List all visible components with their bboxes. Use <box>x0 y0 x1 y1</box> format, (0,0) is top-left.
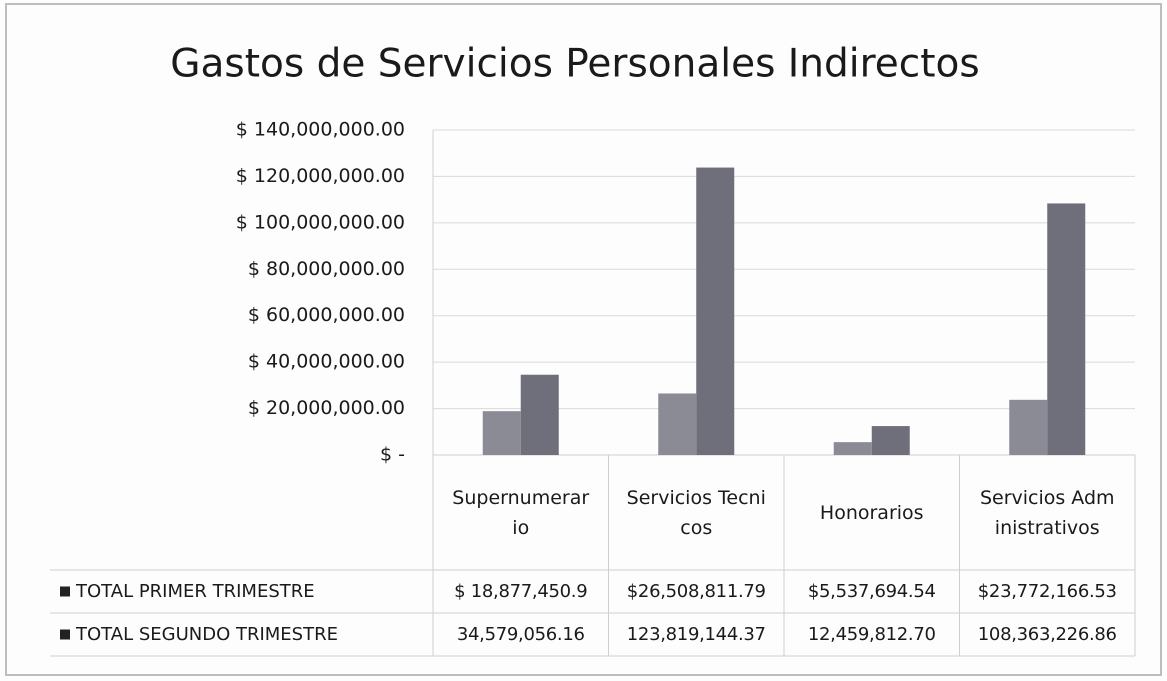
y-tick-label: $ 140,000,000.00 <box>236 119 405 141</box>
y-tick-label: $ 60,000,000.00 <box>248 304 405 326</box>
category-label: Servicios Administrativos <box>979 486 1115 539</box>
value-label: $5,537,694.54 <box>807 581 936 602</box>
value-label: 34,579,056.16 <box>456 624 585 645</box>
y-tick-label: $ 100,000,000.00 <box>236 211 405 233</box>
bar <box>1047 203 1086 455</box>
bar <box>871 426 910 455</box>
value-label: 12,459,812.70 <box>807 624 936 645</box>
bar <box>482 411 521 455</box>
bar <box>696 167 735 456</box>
legend-label: TOTAL PRIMER TRIMESTRE <box>76 581 315 602</box>
y-tick-label: $ 40,000,000.00 <box>248 351 405 373</box>
value-label: $ 18,877,450.9 <box>454 581 588 602</box>
value-label: 108,363,226.86 <box>977 624 1117 645</box>
frame <box>5 3 1162 676</box>
category-label: Supernumerario <box>452 486 590 539</box>
legend-key <box>60 629 70 640</box>
y-tick-label: $ 120,000,000.00 <box>236 165 405 187</box>
bar <box>833 442 872 455</box>
category-label: Servicios Tecnicos <box>626 486 766 539</box>
value-label: $26,508,811.79 <box>626 581 766 602</box>
bar <box>1009 399 1048 455</box>
legend-label: TOTAL SEGUNDO TRIMESTRE <box>76 624 338 645</box>
value-label: $23,772,166.53 <box>977 581 1117 602</box>
y-tick-label: $ 80,000,000.00 <box>248 258 405 280</box>
legend-key <box>60 586 70 597</box>
y-tick-label: $ 20,000,000.00 <box>248 397 405 419</box>
y-tick-label: $ - <box>380 444 405 466</box>
bar <box>520 374 559 455</box>
category-label: Honorarios <box>819 501 924 524</box>
value-label: 123,819,144.37 <box>626 624 766 645</box>
bar <box>658 393 697 455</box>
chart-title: Gastos de Servicios Personales Indirecto… <box>170 42 979 87</box>
